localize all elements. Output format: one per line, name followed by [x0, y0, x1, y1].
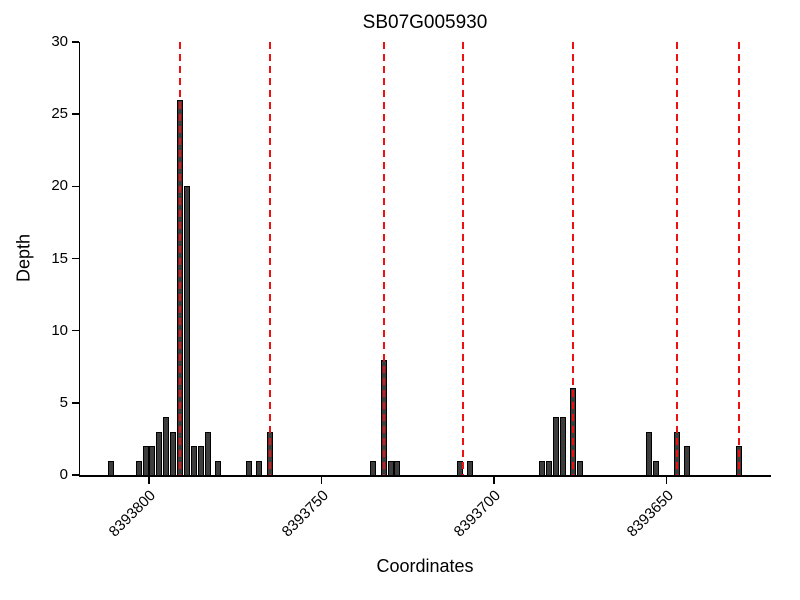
depth-bar	[156, 431, 163, 475]
x-tick-mark	[665, 476, 668, 484]
depth-bar	[466, 460, 473, 475]
marker-vline	[382, 42, 385, 475]
depth-bar	[577, 460, 584, 475]
y-tick-mark	[72, 185, 79, 188]
depth-bar	[197, 446, 204, 475]
depth-bar	[539, 460, 546, 475]
y-tick-label: 5	[59, 393, 68, 411]
x-tick-label: 8393800	[105, 487, 160, 541]
depth-bar	[215, 460, 221, 475]
x-tick-mark	[148, 476, 150, 484]
marker-vline	[268, 42, 271, 475]
depth-bar	[142, 446, 149, 475]
y-tick-label: 15	[51, 249, 68, 267]
marker-vline	[737, 42, 740, 475]
depth-bar	[149, 446, 156, 475]
y-tick-label: 30	[51, 33, 68, 50]
y-tick-mark	[72, 402, 79, 404]
depth-bar	[646, 431, 653, 475]
x-tick-label: 8393650	[623, 487, 677, 541]
y-tick-label: 20	[51, 177, 68, 195]
y-tick-mark	[72, 113, 79, 115]
x-tick-label: 8393750	[278, 487, 332, 541]
x-tick-mark	[320, 476, 323, 484]
depth-bar	[370, 460, 377, 475]
y-tick-label: 0	[59, 466, 68, 483]
depth-bar	[560, 417, 566, 475]
y-axis-line	[78, 42, 80, 477]
depth-bar	[163, 417, 170, 475]
depth-bar	[246, 460, 253, 475]
depth-bar	[135, 460, 142, 475]
depth-bar	[387, 460, 394, 475]
chart-title: SB07G005930	[362, 12, 488, 33]
depth-bar	[170, 431, 177, 475]
y-tick-label: 10	[51, 321, 68, 339]
depth-bar	[183, 186, 190, 475]
depth-bar	[653, 460, 660, 475]
marker-vline	[675, 42, 678, 475]
depth-bar	[553, 417, 560, 475]
plot-area	[80, 42, 770, 475]
depth-bar	[394, 460, 401, 475]
marker-vline	[179, 42, 182, 475]
x-axis-label: Coordinates	[376, 556, 474, 576]
depth-bar	[684, 446, 691, 475]
depth-bar	[256, 460, 263, 475]
depth-bar	[108, 460, 115, 475]
y-tick-mark	[72, 41, 79, 43]
y-tick-mark	[72, 257, 79, 260]
y-tick-mark	[72, 474, 79, 476]
marker-vline	[572, 42, 575, 475]
depth-bar	[190, 446, 197, 475]
x-tick-mark	[493, 476, 495, 484]
x-axis-line	[78, 475, 771, 477]
marker-vline	[461, 42, 464, 475]
y-tick-label: 25	[51, 105, 68, 123]
depth-bar	[204, 431, 211, 475]
y-tick-mark	[72, 329, 79, 332]
depth-bar	[546, 460, 553, 475]
x-tick-label: 8393700	[450, 487, 505, 541]
